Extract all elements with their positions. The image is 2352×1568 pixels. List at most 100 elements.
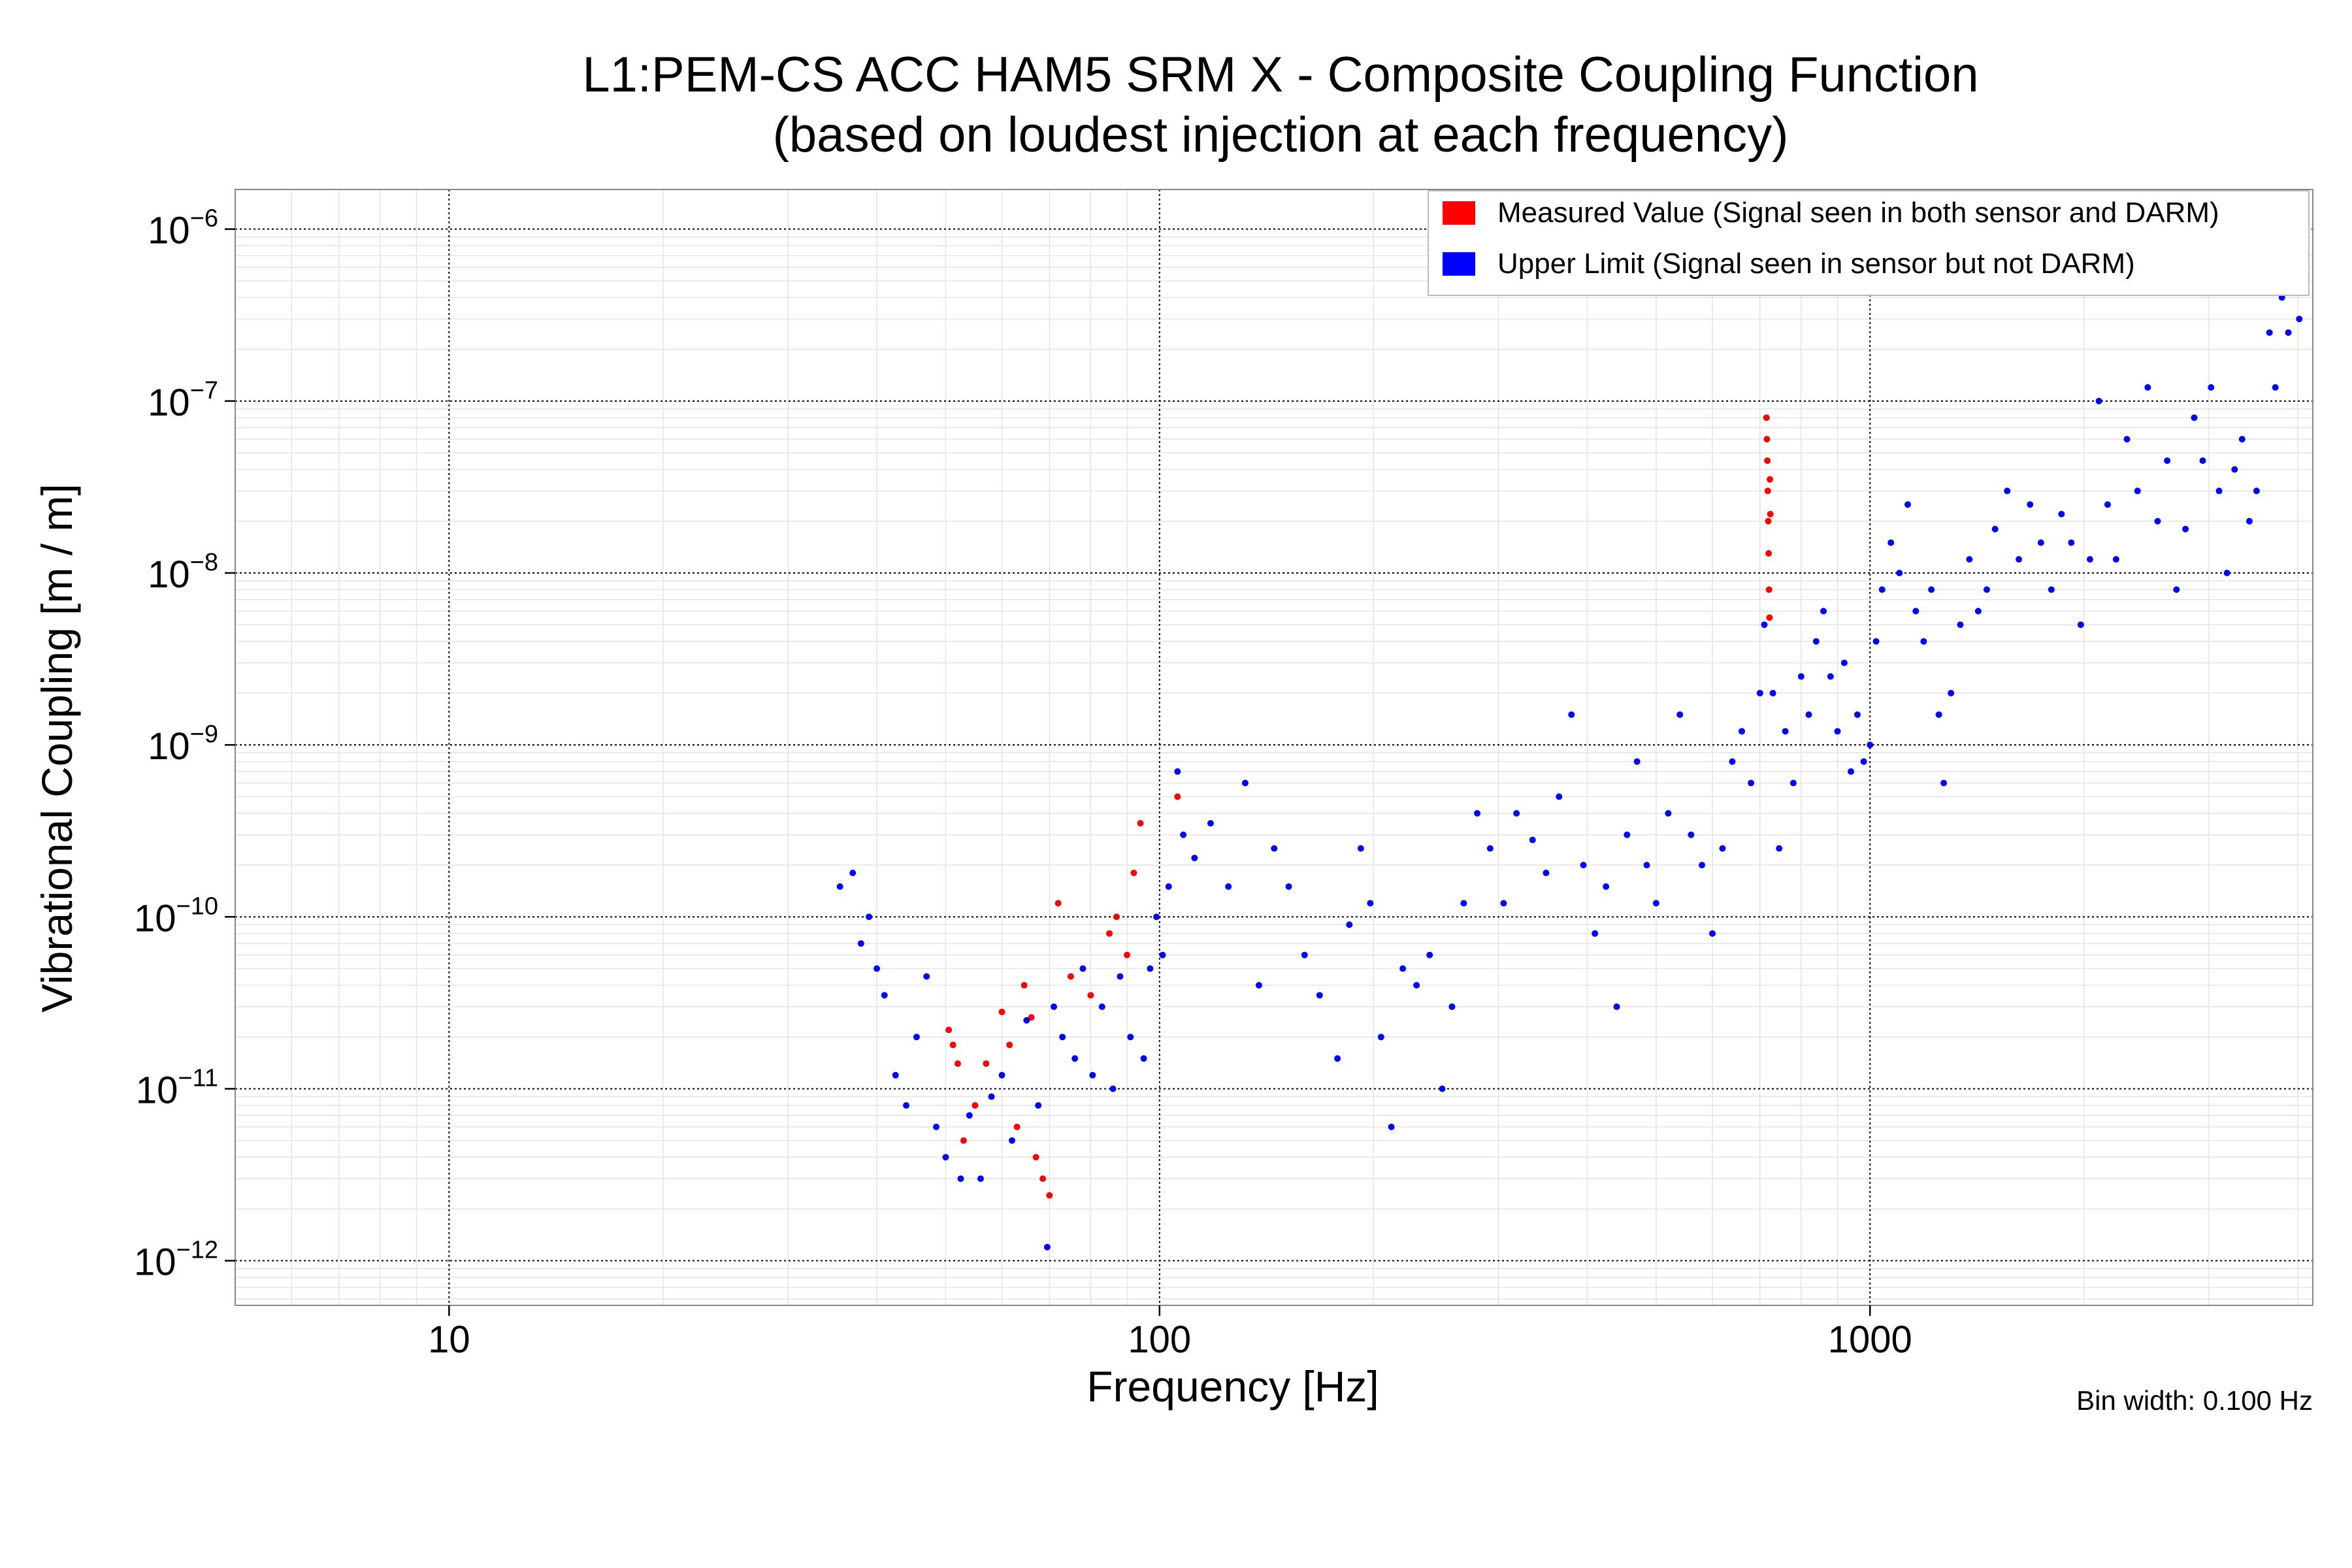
data-point [2272,384,2279,391]
data-point [2112,556,2119,563]
data-point [1035,1102,1042,1109]
minor-gridlines [235,189,2313,1305]
data-point [1827,673,1834,680]
data-point [2296,316,2303,323]
data-point [1991,525,1999,532]
data-point [1633,758,1641,765]
data-point [1106,930,1113,937]
data-point [1117,973,1124,980]
data-point [966,1112,973,1119]
data-point [1764,487,1771,495]
data-point [1867,742,1874,749]
data-point [1009,1137,1016,1144]
data-point [2253,487,2260,495]
data-point [1367,900,1374,907]
data-point [1812,638,1820,645]
data-point [1957,621,1964,629]
data-point [836,883,843,890]
data-point [1764,457,1771,465]
data-point [1399,965,1407,972]
data-point [1805,711,1812,718]
data-point [954,1060,961,1068]
data-point [1301,951,1308,958]
data-point [2004,487,2011,495]
data-point [972,1102,979,1109]
data-point [1006,1041,1013,1049]
data-point [2134,487,2141,495]
data-point [1763,436,1771,443]
data-point [2058,510,2065,517]
y-tick-label: 10−8 [148,549,218,596]
data-point [1513,809,1520,817]
data-point [2223,569,2230,576]
y-tick-label: 10−10 [134,892,218,939]
data-point [1763,414,1770,421]
data-point [1896,569,1903,576]
data-point [1729,758,1736,765]
data-point [1051,1003,1058,1010]
data-point [1767,476,1774,483]
data-point [1071,1055,1079,1062]
data-point [1140,1055,1147,1062]
data-point [1137,820,1144,827]
data-point [2027,501,2034,508]
data-point [1840,659,1848,666]
data-point [1460,900,1467,907]
legend-swatch-measured [1443,201,1475,225]
data-point [2077,621,2084,629]
data-point [1983,586,1990,593]
data-point [2095,397,2102,404]
data-point [2037,539,2044,546]
data-point [1191,855,1198,862]
legend: Measured Value (Signal seen in both sens… [1428,190,2310,296]
data-point [2104,501,2111,508]
data-point [2182,525,2189,532]
data-point [1529,836,1536,843]
data-point [1709,930,1716,937]
data-point [2246,517,2253,525]
data-point [2048,586,2055,593]
data-point [1159,951,1166,958]
data-point [1912,608,1919,615]
data-point [1357,845,1364,852]
y-axis-label: Vibrational Coupling [m / m] [33,483,81,1013]
data-point [1739,728,1746,735]
data-point [1113,913,1120,921]
data-point [1346,921,1353,928]
data-point [1966,556,1973,563]
data-point [1207,820,1214,827]
data-point [933,1123,940,1130]
data-point [1127,1034,1134,1041]
data-point [1580,862,1587,869]
data-point [945,1026,953,1034]
data-point [1756,689,1763,696]
data-point [1698,862,1705,869]
data-point [1872,638,1880,645]
data-point [1592,930,1599,937]
data-point [1940,779,1948,787]
data-point [1098,1003,1105,1010]
data-point [2231,466,2238,473]
data-point [2191,414,2198,421]
data-point [1059,1034,1066,1041]
data-point [1834,728,1841,735]
data-point [1766,614,1773,621]
data-point [2068,539,2075,546]
data-point [849,870,857,877]
data-point [1820,608,1827,615]
data-point [2199,457,2206,465]
legend-swatch-upper-limit [1443,252,1475,276]
data-point [903,1102,910,1109]
data-point [988,1093,995,1100]
major-gridlines [235,189,2313,1305]
x-tick-label: 100 [1128,1318,1191,1361]
data-point [1067,973,1074,980]
data-point [1109,1085,1117,1092]
data-point [1054,900,1062,907]
data-point [2123,436,2131,443]
x-tick-label: 1000 [1828,1318,1912,1361]
data-point [2238,436,2246,443]
data-point [1643,862,1650,869]
data-point [2086,556,2093,563]
